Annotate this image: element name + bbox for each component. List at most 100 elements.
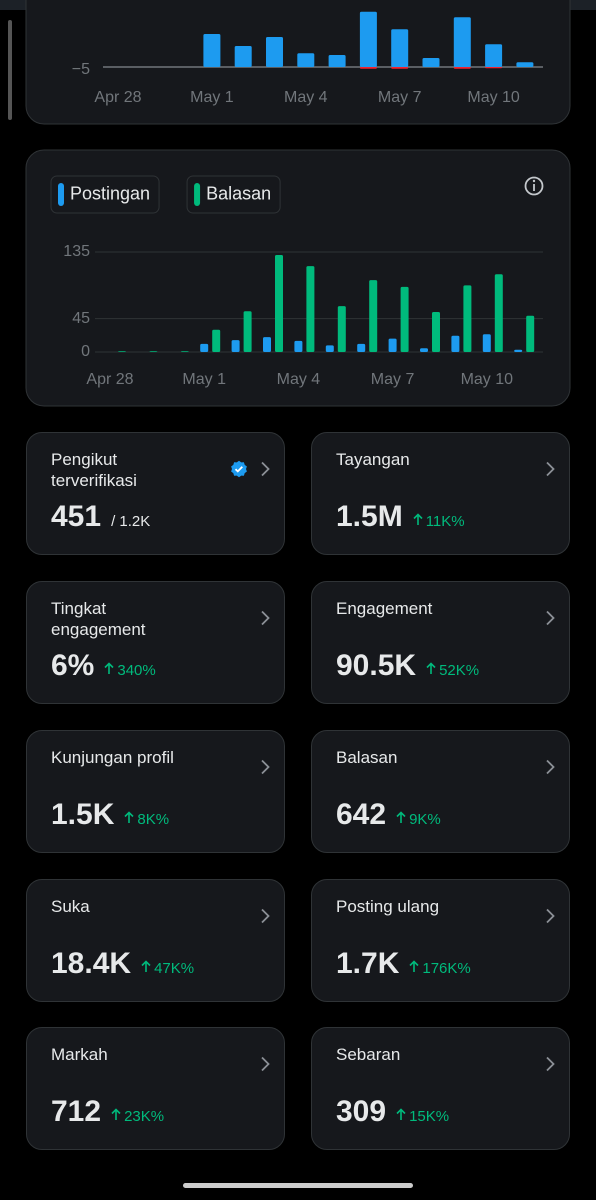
metric-label: Tingkat engagement — [51, 599, 146, 639]
metric-value-row: 1.5M 11K% — [336, 500, 465, 534]
metric-change: 176K% — [409, 960, 471, 977]
metric-change: 8K% — [124, 811, 169, 828]
up-arrow — [111, 1108, 121, 1125]
chevron — [545, 759, 555, 780]
info-icon[interactable] — [524, 176, 544, 196]
bar — [118, 351, 126, 352]
scrollbar — [8, 20, 12, 120]
chevron — [545, 610, 555, 631]
metric-value: 451 — [51, 500, 102, 533]
bar — [516, 62, 534, 67]
bar — [391, 29, 409, 67]
legend-swatch — [58, 183, 64, 206]
metric-value: 1.5M — [336, 500, 403, 533]
x-tick-label: Apr 28 — [94, 89, 141, 106]
bar — [325, 345, 334, 352]
bar — [482, 334, 491, 352]
x-tick-label: Apr 28 — [86, 371, 133, 388]
y-tick-label: 0 — [81, 343, 90, 360]
bar — [275, 254, 283, 352]
bar — [514, 349, 523, 352]
metric-card[interactable]: Tayangan 1.5M 11K% — [311, 432, 570, 555]
chevron — [545, 461, 555, 482]
bar — [203, 34, 221, 67]
metric-value-row: 642 9K% — [336, 798, 441, 832]
bar — [369, 280, 378, 352]
up-arrow — [124, 811, 134, 828]
x-tick-label: May 4 — [277, 371, 321, 388]
x-tick-label: May 7 — [378, 89, 422, 106]
change-value: 23K% — [124, 1108, 165, 1125]
legend-swatch — [194, 183, 201, 206]
metric-card[interactable]: Balasan 642 9K% — [311, 730, 570, 853]
bar — [200, 343, 209, 352]
bar — [463, 285, 472, 352]
metric-label: Tayangan — [336, 450, 410, 469]
y-tick-label: 135 — [63, 243, 90, 260]
metric-value: 1.7K — [336, 947, 400, 980]
change-value: 52K% — [439, 662, 480, 679]
metric-value-row: 712 23K% — [51, 1095, 164, 1129]
metric-change: 23K% — [111, 1108, 164, 1125]
change-value: 11K% — [425, 513, 465, 530]
change-value: 340% — [117, 662, 156, 679]
change-value: 47K% — [154, 960, 195, 977]
bar — [359, 11, 377, 68]
legend-box — [186, 175, 281, 214]
verified-badge — [230, 460, 248, 483]
metric-label: Posting ulang — [336, 897, 440, 916]
metric-change: 47K% — [141, 960, 194, 977]
bar — [266, 37, 283, 67]
bar — [432, 312, 440, 352]
legend-item[interactable]: Balasan — [186, 175, 281, 214]
bar — [263, 337, 271, 352]
x-tick-label: May 10 — [467, 89, 520, 106]
home-indicator — [183, 1183, 413, 1188]
metric-card[interactable]: Engagement 90.5K 52K% — [311, 581, 570, 704]
up-arrow — [104, 662, 114, 679]
bar — [243, 311, 252, 352]
metric-card[interactable]: Tingkat engagement 6% 340% — [26, 581, 285, 704]
metric-card[interactable]: Posting ulang 1.7K 176K% — [311, 879, 570, 1002]
metric-value: 712 — [51, 1095, 102, 1128]
metric-value-row: 451 / 1.2K — [51, 500, 150, 534]
x-tick-label: May 10 — [461, 371, 514, 388]
metric-change: 15K% — [396, 1108, 449, 1125]
metric-card[interactable]: Kunjungan profil 1.5K 8K% — [26, 730, 285, 853]
x-tick-label: May 7 — [371, 371, 415, 388]
bar — [526, 315, 535, 352]
metric-card[interactable]: Sebaran 309 15K% — [311, 1027, 570, 1150]
bar — [453, 17, 471, 67]
bar — [297, 53, 315, 67]
bar — [357, 343, 366, 352]
bar — [294, 340, 303, 352]
bar — [337, 306, 346, 352]
bar — [453, 67, 471, 69]
bar — [485, 67, 503, 69]
metric-value: 90.5K — [336, 649, 417, 682]
metric-value-row: 1.7K 176K% — [336, 947, 471, 981]
metric-change: 9K% — [396, 811, 441, 828]
legend-item[interactable]: Postingan — [50, 175, 160, 214]
up-arrow — [426, 662, 436, 679]
metric-label: Pengikut terverifikasi — [51, 450, 137, 490]
chevron — [545, 908, 555, 929]
change-value: 9K% — [409, 811, 441, 828]
chevron — [260, 759, 270, 780]
metric-card[interactable]: Markah 712 23K% — [26, 1027, 285, 1150]
up-arrow — [413, 513, 423, 530]
metric-value: 309 — [336, 1095, 387, 1128]
y-tick-label: −5 — [72, 61, 90, 78]
bar — [391, 67, 409, 69]
metric-card[interactable]: Suka 18.4K 47K% — [26, 879, 285, 1002]
bar — [422, 58, 440, 67]
bar — [328, 55, 346, 67]
metric-value-row: 90.5K 52K% — [336, 649, 479, 683]
bar — [494, 274, 503, 352]
up-arrow — [409, 960, 419, 977]
up-arrow — [141, 960, 151, 977]
metric-card[interactable]: Pengikut terverifikasi 451 / 1.2K — [26, 432, 285, 555]
metric-value: 18.4K — [51, 947, 132, 980]
bar — [420, 348, 428, 352]
